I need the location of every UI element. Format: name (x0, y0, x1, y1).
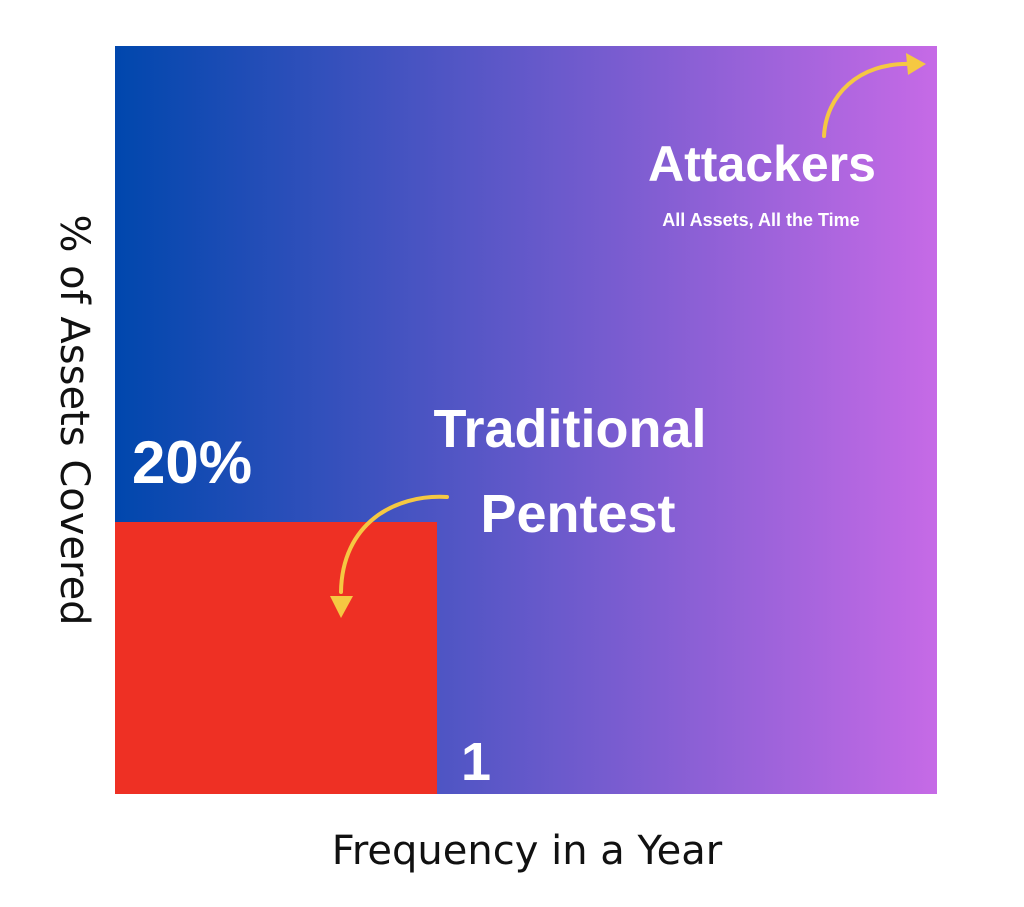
x-axis-title: Frequency in a Year (332, 828, 723, 874)
attackers-subtitle: All Assets, All the Time (662, 210, 859, 230)
coverage-value-label: 20% (132, 429, 252, 496)
pentest-title-line1: Traditional (433, 399, 706, 459)
pentest-coverage-bar (115, 522, 437, 794)
attackers-arrow-icon (822, 53, 926, 138)
pentest-arrow-icon (330, 494, 449, 618)
attackers-title: Attackers (648, 136, 876, 192)
frequency-value-label: 1 (461, 732, 491, 792)
y-axis-title: % of Assets Covered (51, 214, 97, 625)
pentest-title-line2: Pentest (480, 484, 675, 544)
